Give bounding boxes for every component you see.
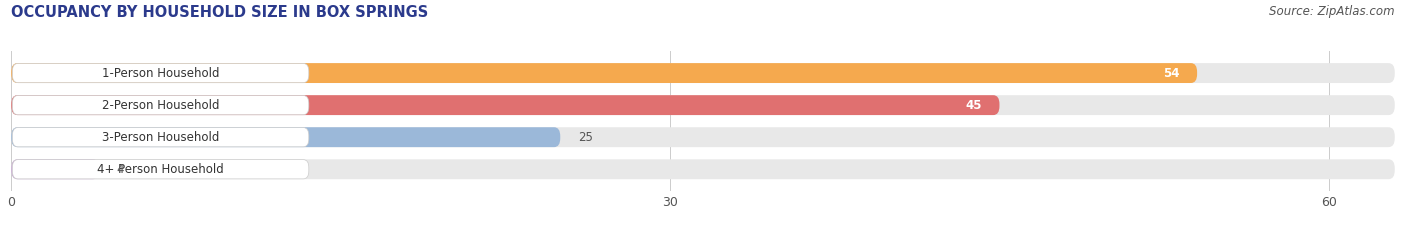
FancyBboxPatch shape: [11, 127, 1395, 147]
Text: 54: 54: [1163, 67, 1180, 79]
Text: 1-Person Household: 1-Person Household: [101, 67, 219, 79]
FancyBboxPatch shape: [11, 159, 1395, 179]
Text: 3-Person Household: 3-Person Household: [101, 131, 219, 144]
Text: Source: ZipAtlas.com: Source: ZipAtlas.com: [1270, 5, 1395, 18]
FancyBboxPatch shape: [13, 96, 309, 115]
FancyBboxPatch shape: [11, 63, 1395, 83]
Text: 45: 45: [966, 99, 981, 112]
Text: 4+ Person Household: 4+ Person Household: [97, 163, 224, 176]
Text: 2-Person Household: 2-Person Household: [101, 99, 219, 112]
FancyBboxPatch shape: [11, 159, 98, 179]
Text: 4: 4: [117, 163, 124, 176]
FancyBboxPatch shape: [11, 127, 560, 147]
Text: 25: 25: [578, 131, 593, 144]
Text: OCCUPANCY BY HOUSEHOLD SIZE IN BOX SPRINGS: OCCUPANCY BY HOUSEHOLD SIZE IN BOX SPRIN…: [11, 5, 429, 20]
FancyBboxPatch shape: [13, 160, 309, 179]
FancyBboxPatch shape: [11, 95, 1000, 115]
FancyBboxPatch shape: [13, 128, 309, 147]
FancyBboxPatch shape: [13, 63, 309, 83]
FancyBboxPatch shape: [11, 63, 1197, 83]
FancyBboxPatch shape: [11, 95, 1395, 115]
